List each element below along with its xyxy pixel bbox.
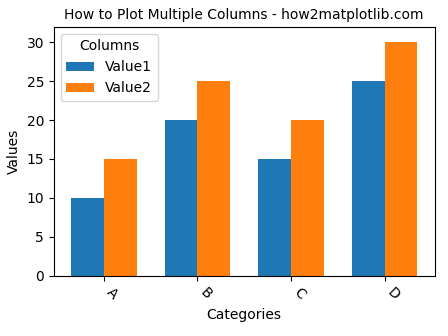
Bar — [164, 120, 198, 276]
Bar — [198, 81, 230, 276]
Bar — [384, 42, 417, 276]
X-axis label: Categories: Categories — [207, 308, 282, 322]
Bar — [258, 159, 291, 276]
Bar — [352, 81, 384, 276]
Bar — [291, 120, 324, 276]
Bar — [104, 159, 137, 276]
Y-axis label: Values: Values — [7, 129, 21, 174]
Bar — [71, 198, 104, 276]
Legend: Value1, Value2: Value1, Value2 — [61, 34, 158, 101]
Title: How to Plot Multiple Columns - how2matplotlib.com: How to Plot Multiple Columns - how2matpl… — [65, 7, 424, 22]
